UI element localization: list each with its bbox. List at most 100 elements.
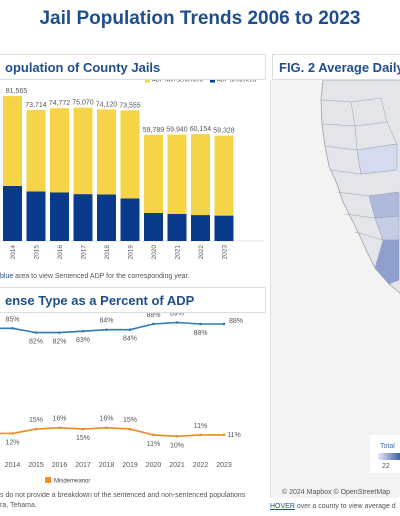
fig3-data-label: 88% (146, 313, 160, 319)
fig3-point (199, 322, 202, 326)
fig3-data-label: 11% (194, 423, 208, 430)
footnote-line-1: s do not provide a breakdown of the sent… (0, 492, 246, 499)
fig1-bar-sentenced-2021 (167, 213, 187, 241)
fig3-points (11, 321, 226, 438)
fig3-data-label: 85% (5, 316, 19, 323)
fig3-data-label: 10% (170, 442, 184, 449)
fig3-legend-label-misdemeanor: Misdemeanor (54, 479, 90, 485)
fig3-data-labels: 85% 82% 82% 83% 84% 84% 88% 89% 88% 88% 12% 15% 16% 1… (5, 313, 243, 449)
fig3-x-tick: 2018 (99, 462, 115, 469)
fig3-point (11, 432, 14, 435)
fig1-bar-nonsentenced-2018 (97, 109, 116, 195)
state-outline (320, 80, 400, 294)
fig3-point (34, 427, 38, 431)
map-legend-title: Total (380, 443, 395, 450)
fig1-total-label: 59,328 (213, 128, 235, 135)
fig3-point (105, 328, 108, 332)
fig1-bar-nonsentenced-2019 (120, 110, 140, 199)
fig3-point (199, 433, 202, 437)
fig3-x-tick: 2022 (193, 462, 209, 469)
california-map[interactable] (271, 80, 400, 498)
fig3-data-label: 15% (123, 417, 137, 424)
fig1-bars (0, 96, 264, 242)
fig3-data-label: 89% (170, 313, 184, 318)
fig3-x-tick: 2016 (52, 462, 68, 469)
fig1-bar-nonsentenced-2022 (191, 134, 210, 216)
fig3-point (175, 321, 179, 324)
fig1-bar-sentenced-2017 (73, 194, 93, 241)
fig3-data-label: 15% (29, 417, 43, 424)
fig1-bar-sentenced-2016 (50, 192, 69, 241)
fig1-bar-sentenced-2019 (120, 198, 140, 241)
fig3-data-label: 16% (99, 416, 113, 423)
fig1-bar-sentenced-2018 (97, 194, 116, 241)
fig1-total-label: 74,772 (49, 100, 71, 107)
fig1-bar-nonsentenced-2021 (167, 134, 187, 214)
fig3-point (152, 322, 155, 326)
county-shaded-3 (374, 239, 400, 285)
fig2-header: FIG. 2 Average Daily (272, 54, 400, 80)
fig1-x-tick: 2020 (151, 245, 158, 260)
fig3-x-tick: 2021 (169, 462, 185, 469)
fig3-point (222, 322, 226, 326)
hover-note: HOVER over a county to view average d (270, 503, 396, 510)
map-legend-min: 22 (382, 463, 390, 470)
fig1-total-label: 81,565 (6, 88, 28, 95)
fig3-x-tick: 2015 (28, 462, 44, 469)
fig1-legend: ADP Non Sentenced ADP Sentenced (145, 80, 256, 84)
fig3-point (81, 329, 85, 333)
fig3-point (175, 435, 179, 438)
hover-label: HOVER (270, 503, 295, 510)
fig3-data-label: 84% (123, 336, 137, 343)
fig3-data-label: 82% (29, 339, 43, 346)
fig3-point (58, 426, 61, 429)
map-credit: © 2024 Mapbox © OpenStreetMap (282, 489, 390, 496)
fig1-x-tick-labels: 2014 2015 2016 2017 2018 2019 2020 2021 2022 2023 (10, 245, 229, 260)
fig3-chart[interactable]: 85% 82% 82% 83% 84% 84% 88% 89% 88% 88% 12% 15% 16% 1… (0, 313, 268, 490)
footnote-line-2: ra, Tehama. (0, 502, 37, 509)
fig3-x-tick: 2020 (146, 462, 162, 469)
fig1-bar-nonsentenced-2023 (214, 135, 234, 216)
fig1-header: opulation of County Jails (0, 54, 266, 80)
fig3-x-tick: 2017 (75, 462, 91, 469)
fig1-x-tick: 2023 (222, 245, 229, 260)
fig1-x-tick: 2018 (104, 245, 111, 260)
fig3-point (34, 331, 38, 334)
fig3-legend: Misdemeanor (45, 477, 90, 485)
fig1-total-label: 75,070 (72, 100, 94, 107)
fig1-note: blue area to view Sentenced ADP for the … (0, 273, 189, 280)
fig3-data-label: 83% (76, 337, 90, 344)
page-title: Jail Population Trends 2006 to 2023 (39, 8, 361, 29)
fig3-x-tick: 2023 (216, 462, 232, 469)
fig1-chart[interactable]: ADP Non Sentenced ADP Sentenced 81,565 73,… (0, 80, 268, 272)
fig3-point (222, 433, 226, 437)
fig1-bar-nonsentenced-2017 (73, 107, 93, 195)
fig3-data-label: 84% (99, 318, 113, 325)
fig1-x-tick: 2016 (57, 245, 64, 260)
fig1-bar-sentenced-2020 (144, 212, 163, 241)
fig1-legend-label-nonsentenced: ADP Non Sentenced (152, 80, 203, 84)
fig1-x-tick: 2014 (10, 245, 17, 260)
fig3-point (105, 426, 108, 429)
fig1-total-label: 59,940 (166, 127, 188, 134)
fig1-bar-sentenced-2014 (3, 185, 22, 241)
fig3-data-label: 16% (52, 416, 66, 423)
fig1-note-highlight: blue (0, 273, 14, 280)
fig1-total-label: 59,789 (143, 127, 165, 134)
county-map[interactable] (270, 80, 400, 498)
fig1-bar-sentenced-2015 (26, 191, 46, 241)
fig3-line-series-2 (0, 426, 224, 438)
fig1-note-text: area to view Sentenced ADP for the corre… (13, 273, 190, 280)
fig1-total-label: 60,154 (190, 126, 212, 133)
county-shaded-2 (368, 191, 400, 219)
fig3-data-label: 88% (193, 330, 207, 337)
fig1-bar-nonsentenced-2015 (26, 110, 46, 192)
fig1-bar-nonsentenced-2014 (3, 96, 22, 186)
fig1-total-label: 73,714 (25, 102, 47, 109)
fig3-data-label: 15% (76, 435, 90, 442)
fig3-x-tick-labels: 2014 2015 2016 2017 2018 2019 2020 2021 2022 2023 (5, 462, 232, 469)
fig3-point (58, 331, 61, 334)
fig1-bar-sentenced-2022 (191, 215, 210, 241)
fig1-x-tick: 2015 (34, 245, 41, 260)
fig1-x-tick: 2022 (198, 245, 205, 260)
